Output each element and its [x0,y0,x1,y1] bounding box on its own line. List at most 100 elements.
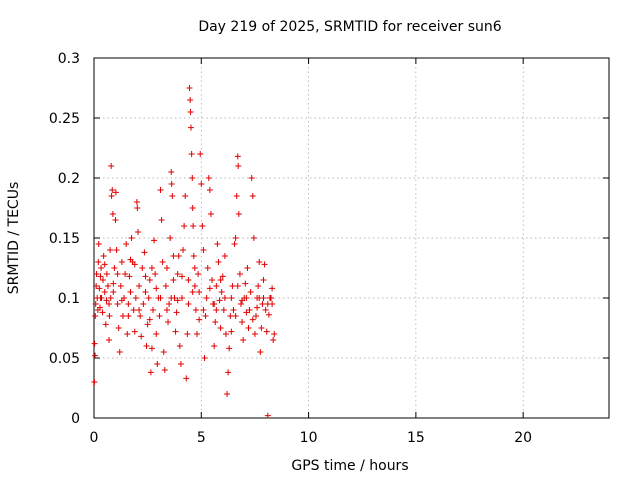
data-point [119,313,126,319]
data-point [170,253,177,259]
data-point [108,193,115,199]
data-point [157,295,164,301]
data-point [196,289,203,295]
data-point [239,319,246,325]
data-point [187,124,194,131]
data-point [162,283,169,289]
y-tick-label: 0.1 [58,291,80,307]
data-point [263,328,270,335]
data-point [137,313,144,319]
y-axis-label: SRMTID / TECUs [6,182,22,295]
data-point [229,283,236,289]
data-point [134,205,141,211]
data-point [106,301,113,307]
data-point [117,283,124,289]
data-point [217,325,224,331]
data-point [270,337,277,343]
data-point [221,295,228,301]
data-point [260,277,267,283]
data-point [168,169,175,175]
data-point [145,295,152,301]
data-point [243,295,250,301]
data-point [213,283,220,289]
data-point [262,307,269,313]
data-point [256,259,263,265]
data-point [183,375,190,382]
data-point [242,280,249,287]
data-point [246,307,253,313]
data-point [187,97,194,103]
data-point [185,301,192,307]
data-point [139,265,146,271]
data-point [203,295,210,301]
data-point [200,307,207,313]
data-point [200,247,207,253]
data-point [166,301,173,307]
data-point [234,283,241,289]
data-point [201,355,208,361]
chart-title: Day 219 of 2025, SRMTID for receiver sun… [198,19,501,35]
data-point [104,283,111,289]
data-point [99,309,106,316]
data-point [268,295,275,301]
data-point [240,337,247,343]
data-point [112,217,119,223]
data-point [124,331,131,337]
data-point [245,325,252,331]
data-point [152,271,159,277]
data-point [134,229,141,235]
data-point [151,237,158,244]
data-point [106,313,113,319]
data-point [232,235,239,241]
data-point [194,331,200,337]
data-point [168,181,175,187]
data-point [235,163,242,169]
data-point [100,277,107,283]
y-tick-label: 0.2 [58,171,80,187]
data-point [150,307,157,313]
data-point [112,189,119,196]
data-point [92,313,99,319]
data-point [189,289,196,295]
grid [94,58,609,418]
data-point [265,311,272,318]
data-point [173,309,180,316]
data-point [97,273,104,280]
data-point [250,235,257,241]
data-point [178,273,185,280]
data-point [136,283,143,289]
data-point [156,313,163,319]
data-point [180,247,187,253]
data-point [107,247,114,253]
data-point [211,343,218,349]
data-point [175,253,182,259]
data-point [128,235,135,241]
data-point [95,259,102,265]
data-point [97,295,104,301]
data-point [157,187,164,193]
data-point [196,316,203,323]
data-point [233,193,240,199]
data-point [118,259,125,265]
data-point [161,367,168,373]
data-point [126,273,133,280]
data-point [236,271,243,277]
data-point [226,345,233,352]
data-point [169,193,176,199]
data-point [257,349,264,355]
data-point [108,163,115,169]
data-point [125,313,132,319]
data-point [228,295,235,301]
data-point [219,273,226,280]
data-point [235,211,242,217]
data-point [91,340,98,347]
data-point [212,319,219,325]
data-point [92,301,99,307]
data-point [218,289,225,295]
data-point [140,301,147,307]
data-point [159,259,166,265]
data-point [202,313,209,319]
data-point [127,289,134,295]
data-point [98,265,105,271]
data-point [243,309,250,316]
